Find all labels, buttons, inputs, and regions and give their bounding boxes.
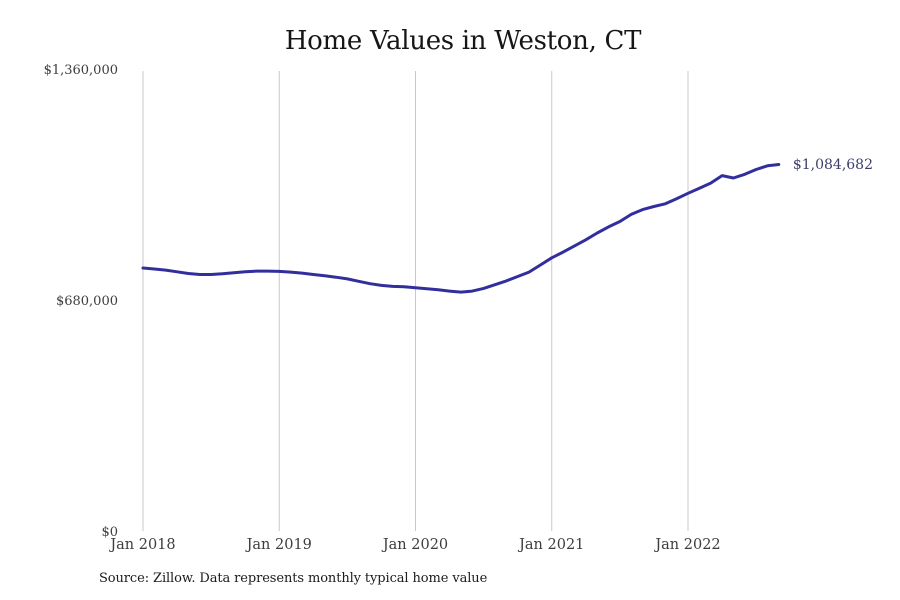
x-tick-label: Jan 2020 — [382, 537, 449, 553]
chart-title: Home Values in Weston, CT — [284, 26, 642, 56]
y-tick-label: $1,360,000 — [43, 63, 118, 78]
x-tick-label: Jan 2019 — [246, 537, 312, 553]
y-tick-label: $680,000 — [55, 294, 118, 309]
source-note: Source: Zillow. Data represents monthly … — [99, 571, 488, 586]
x-tick-label: Jan 2021 — [519, 537, 585, 553]
home-value-line — [141, 163, 781, 294]
x-tick-label: Jan 2018 — [110, 537, 176, 553]
y-tick-label: $0 — [101, 525, 118, 540]
latest-value-label: $1,084,682 — [792, 156, 873, 173]
x-tick-label: Jan 2022 — [655, 537, 721, 553]
